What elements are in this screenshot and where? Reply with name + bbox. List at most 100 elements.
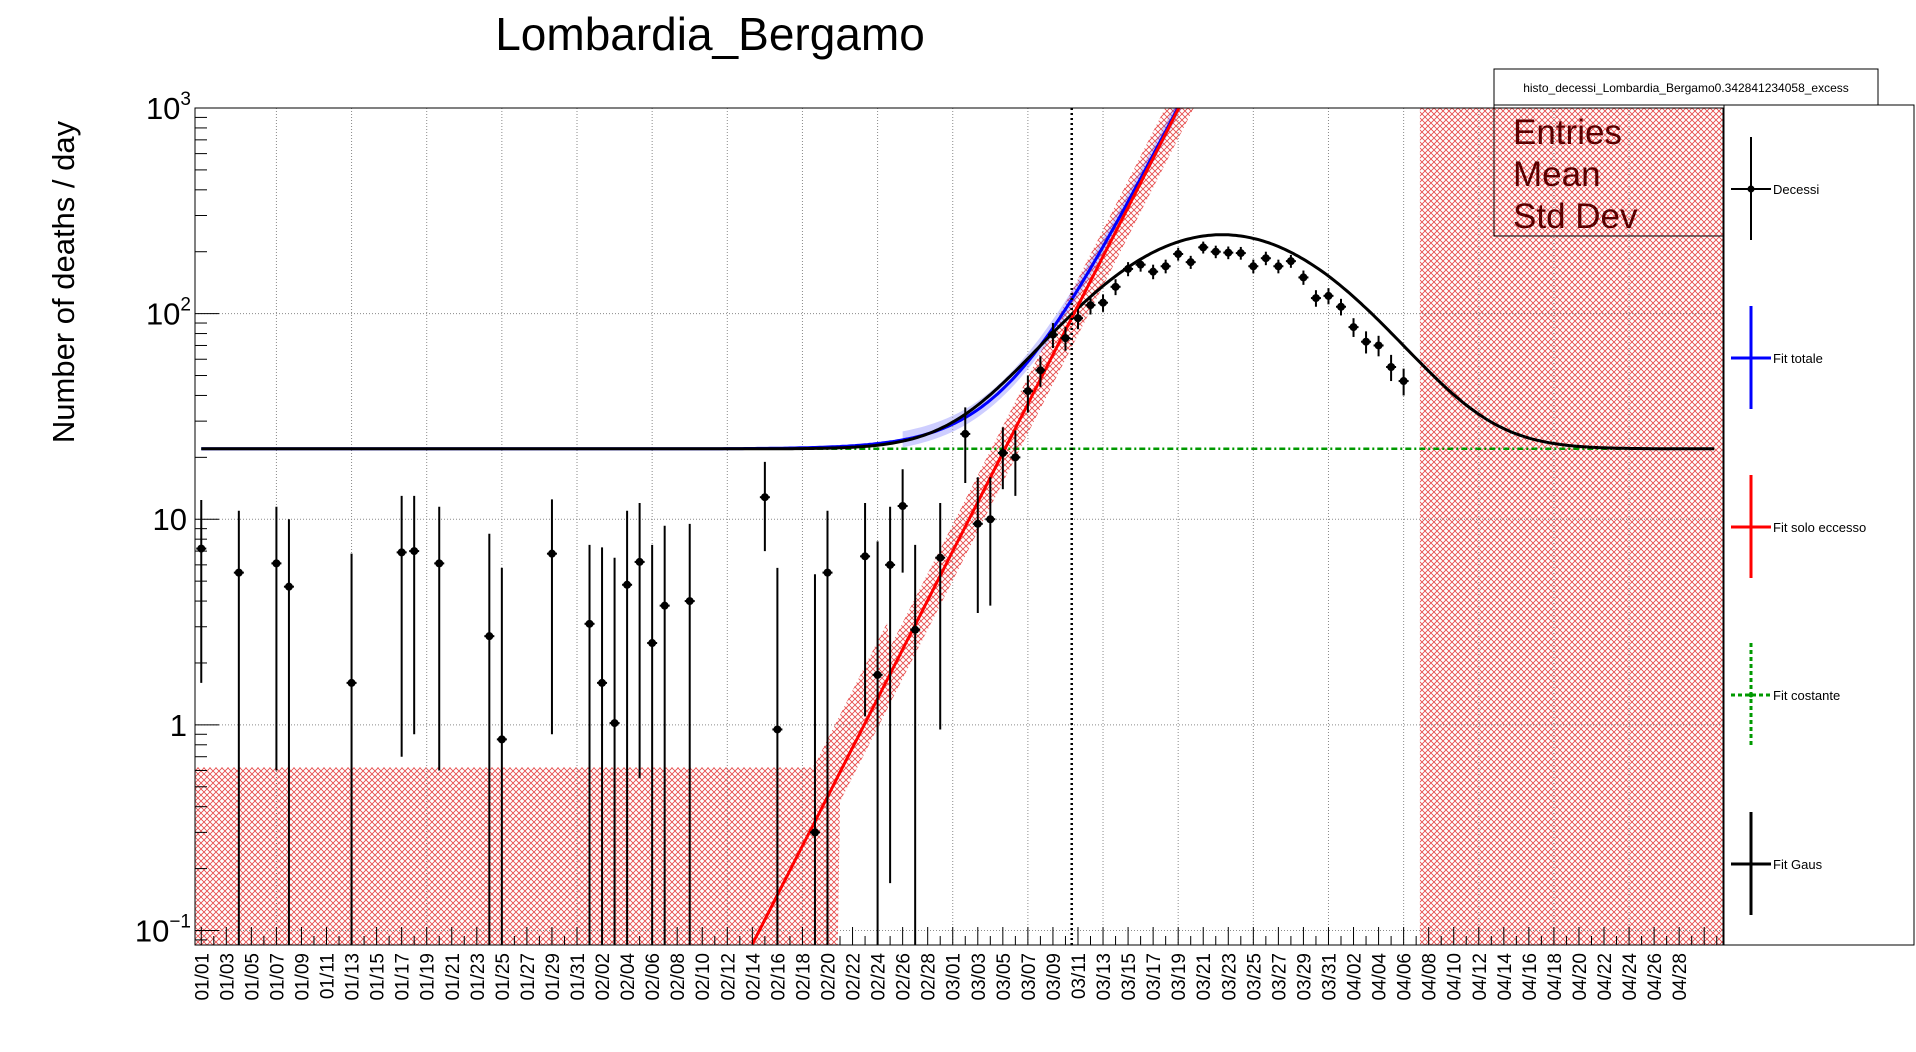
data-point — [772, 567, 783, 945]
data-point — [1235, 246, 1246, 260]
point-marker — [1161, 262, 1170, 271]
stats-entries: Entries — [1513, 113, 1622, 152]
point-marker — [660, 601, 669, 610]
stats-stddev: Std Dev — [1513, 197, 1638, 236]
point-marker — [1311, 294, 1320, 303]
data-point — [1072, 309, 1083, 330]
data-point — [897, 469, 908, 573]
total-band — [902, 108, 1182, 448]
point-marker — [347, 678, 356, 687]
point-marker — [485, 632, 494, 641]
point-marker — [1048, 330, 1057, 339]
data-point — [1110, 279, 1121, 296]
x-tick-label: 03/17 — [1144, 953, 1165, 1001]
data-point — [910, 544, 921, 945]
data-point — [809, 574, 820, 945]
x-tick-label: 01/11 — [318, 953, 339, 999]
x-tick-label: 03/29 — [1294, 953, 1315, 1001]
data-point — [759, 461, 770, 552]
point-marker — [1086, 301, 1095, 310]
x-tick-label: 01/21 — [443, 953, 464, 1001]
data-point — [1386, 354, 1397, 382]
data-point — [283, 519, 294, 945]
point-marker — [973, 519, 982, 528]
data-point — [484, 533, 495, 945]
data-point — [546, 499, 557, 735]
point-marker — [585, 619, 594, 628]
late-band — [1419, 108, 1723, 945]
point-marker — [1249, 262, 1258, 271]
legend-label-fit-solo-eccesso: Fit solo eccesso — [1773, 520, 1866, 535]
data-point — [972, 477, 983, 613]
x-tick-label: 04/18 — [1545, 953, 1566, 1001]
data-point — [584, 544, 595, 945]
point-marker — [1174, 249, 1183, 258]
x-tick-label: 03/25 — [1244, 953, 1265, 1001]
y-tick-label: 102 — [146, 295, 191, 332]
data-point — [1185, 255, 1196, 269]
data-point — [1135, 258, 1146, 272]
x-tick-label: 04/12 — [1470, 953, 1491, 1001]
point-marker — [1036, 366, 1045, 375]
point-marker — [1099, 298, 1108, 307]
x-tick-label: 04/02 — [1345, 953, 1366, 1001]
data-point — [1148, 264, 1159, 280]
legend-entry-fit-solo-eccesso: Fit solo eccesso — [1731, 475, 1866, 578]
point-marker — [1387, 363, 1396, 372]
point-marker — [197, 544, 206, 553]
fit-curves — [201, 108, 1715, 945]
data-point — [1022, 375, 1033, 413]
stats-mean: Mean — [1513, 155, 1601, 194]
data-point — [622, 510, 633, 945]
data-point — [659, 525, 670, 945]
point-marker — [1124, 264, 1133, 273]
data-point — [1323, 288, 1334, 305]
point-marker — [497, 735, 506, 744]
point-marker — [961, 429, 970, 438]
point-marker — [1261, 254, 1270, 263]
data-point — [1223, 246, 1234, 260]
x-tick-label: 02/06 — [643, 953, 664, 1001]
point-marker — [1136, 260, 1145, 269]
legend-entry-fit-costante: Fit costante — [1731, 643, 1840, 746]
x-tick-label: 03/21 — [1194, 953, 1215, 1001]
data-point — [434, 506, 445, 771]
point-marker — [936, 553, 945, 562]
x-tick-label: 03/05 — [994, 953, 1015, 1001]
point-marker — [1362, 337, 1371, 346]
data-point — [233, 510, 244, 945]
legend-entry-fit-gaus: Fit Gaus — [1731, 812, 1823, 915]
x-axis: 01/01 01/03 01/05 01/07 01/09 01/11 01/13 01/15… — [192, 927, 1718, 1001]
data-point — [960, 407, 971, 484]
data-point — [647, 544, 658, 945]
x-tick-label: 04/04 — [1370, 953, 1391, 1001]
point-marker — [873, 670, 882, 679]
data-point — [634, 502, 645, 779]
x-tick-label: 03/31 — [1319, 953, 1340, 1001]
data-point — [1310, 290, 1321, 307]
data-point — [1373, 335, 1384, 357]
point-marker — [1186, 258, 1195, 267]
data-point — [1047, 323, 1058, 349]
data-point — [1248, 259, 1259, 274]
data-point — [1273, 259, 1284, 274]
data-point — [872, 541, 883, 945]
x-tick-label: 01/27 — [518, 953, 539, 1001]
point-marker — [1337, 302, 1345, 311]
x-tick-label: 02/08 — [668, 953, 689, 1001]
point-marker — [810, 828, 819, 837]
point-marker — [861, 552, 870, 561]
uncertainty-bands — [195, 108, 1723, 945]
point-marker — [986, 515, 995, 524]
data-point — [822, 510, 833, 945]
point-marker — [397, 548, 406, 557]
point-marker — [1073, 314, 1082, 323]
legend-entry-decessi: Decessi — [1731, 137, 1819, 240]
x-tick-label: 03/09 — [1044, 953, 1065, 1001]
x-tick-label: 02/10 — [693, 953, 714, 1001]
data-point — [1085, 296, 1096, 315]
point-marker — [911, 625, 920, 634]
point-marker — [1011, 453, 1020, 462]
point-marker — [1023, 387, 1032, 396]
fit-solo-eccesso-line — [750, 108, 1181, 945]
